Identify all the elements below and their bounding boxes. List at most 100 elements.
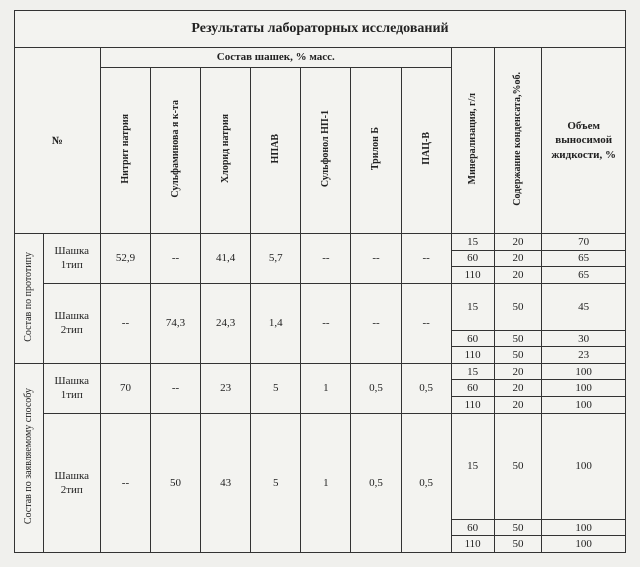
cell-min: 110 [451, 267, 494, 284]
type-proto-2: Шашка 2тип [43, 283, 100, 363]
cell-cond: 20 [494, 234, 542, 251]
cell: 1 [301, 363, 351, 413]
cell-cond: 50 [494, 413, 542, 519]
group-claimed: Состав по заявляемому способу [15, 363, 44, 552]
cell-min: 110 [451, 397, 494, 414]
hdr-comp-npav: НПАВ [251, 67, 301, 233]
lab-results-table: Результаты лабораторных исследований № С… [14, 10, 626, 553]
cell-min: 60 [451, 250, 494, 267]
hdr-comp-trilon-label: Трилон Б [370, 123, 381, 174]
cell: -- [351, 234, 401, 284]
cell-cond: 50 [494, 330, 542, 347]
cell-min: 15 [451, 234, 494, 251]
cell: -- [351, 283, 401, 363]
hdr-condensate-label: Содержание конденсата,%об. [512, 68, 523, 210]
cell-cond: 20 [494, 363, 542, 380]
cell: 0,5 [401, 363, 451, 413]
hdr-comp-nitrite: Нитрит натрия [100, 67, 150, 233]
hdr-composition-group: Состав шашек, % масс. [100, 48, 451, 68]
cell: 24,3 [201, 283, 251, 363]
cell-cond: 50 [494, 536, 542, 553]
hdr-comp-npav-label: НПАВ [270, 130, 281, 167]
type-claimed-2-l1: Шашка [55, 470, 90, 482]
cell-min: 110 [451, 347, 494, 364]
cell: 1 [301, 413, 351, 552]
cell-out: 100 [542, 363, 626, 380]
group-proto: Состав по прототипу [15, 234, 44, 364]
cell: -- [401, 234, 451, 284]
hdr-comp-sulfonol-label: Сульфонол НП-1 [320, 106, 331, 191]
cell: -- [301, 283, 351, 363]
type-claimed-2-l2: 2тип [61, 484, 83, 496]
lab-results-table-wrap: Результаты лабораторных исследований № С… [14, 10, 626, 553]
type-proto-2-l2: 2тип [61, 324, 83, 336]
cell: -- [151, 363, 201, 413]
cell: 0,5 [351, 363, 401, 413]
hdr-comp-sulfamic: Сульфаминова я к-та [151, 67, 201, 233]
type-claimed-1-l1: Шашка [55, 375, 90, 387]
cell-out: 70 [542, 234, 626, 251]
hdr-comp-chloride: Хлорид натрия [201, 67, 251, 233]
group-claimed-label: Состав по заявляемому способу [23, 384, 34, 528]
hdr-mineralization: Минерализация, г/л [451, 48, 494, 234]
cell-cond: 20 [494, 380, 542, 397]
cell-cond: 20 [494, 267, 542, 284]
cell: 43 [201, 413, 251, 552]
cell-cond: 20 [494, 397, 542, 414]
cell-min: 110 [451, 536, 494, 553]
cell-min: 15 [451, 413, 494, 519]
cell: 5,7 [251, 234, 301, 284]
cell: 70 [100, 363, 150, 413]
cell: -- [301, 234, 351, 284]
cell: 0,5 [351, 413, 401, 552]
cell-min: 15 [451, 363, 494, 380]
cell-out: 65 [542, 267, 626, 284]
cell: 50 [151, 413, 201, 552]
cell: 5 [251, 413, 301, 552]
type-proto-1: Шашка 1тип [43, 234, 100, 284]
cell: 41,4 [201, 234, 251, 284]
cell-cond: 20 [494, 250, 542, 267]
type-claimed-1-l2: 1тип [61, 389, 83, 401]
cell-out: 100 [542, 397, 626, 414]
hdr-comp-sulfamic-label: Сульфаминова я к-та [170, 96, 181, 202]
cell-min: 15 [451, 283, 494, 330]
cell: 1,4 [251, 283, 301, 363]
group-proto-label: Состав по прототипу [23, 248, 34, 346]
cell: 23 [201, 363, 251, 413]
hdr-outflow: Объем выносимой жидкости, % [542, 48, 626, 234]
cell-out: 100 [542, 413, 626, 519]
hdr-comp-nitrite-label: Нитрит натрия [120, 110, 131, 188]
type-proto-2-l1: Шашка [55, 310, 90, 322]
type-proto-1-l1: Шашка [55, 245, 90, 257]
hdr-row-no: № [15, 48, 101, 234]
cell-out: 100 [542, 380, 626, 397]
cell-cond: 50 [494, 519, 542, 536]
cell-out: 65 [542, 250, 626, 267]
cell: 74,3 [151, 283, 201, 363]
table-title: Результаты лабораторных исследований [15, 11, 626, 48]
type-claimed-2: Шашка 2тип [43, 413, 100, 552]
cell-min: 60 [451, 380, 494, 397]
cell-cond: 50 [494, 347, 542, 364]
hdr-comp-chloride-label: Хлорид натрия [220, 110, 231, 187]
cell-out: 30 [542, 330, 626, 347]
cell-out: 45 [542, 283, 626, 330]
cell: 0,5 [401, 413, 451, 552]
cell: -- [100, 413, 150, 552]
cell-min: 60 [451, 519, 494, 536]
hdr-comp-trilon: Трилон Б [351, 67, 401, 233]
type-claimed-1: Шашка 1тип [43, 363, 100, 413]
hdr-condensate: Содержание конденсата,%об. [494, 48, 542, 234]
cell-out: 23 [542, 347, 626, 364]
type-proto-1-l2: 1тип [61, 259, 83, 271]
cell-out: 100 [542, 536, 626, 553]
cell-cond: 50 [494, 283, 542, 330]
cell-min: 60 [451, 330, 494, 347]
cell: 5 [251, 363, 301, 413]
cell: 52,9 [100, 234, 150, 284]
cell: -- [151, 234, 201, 284]
hdr-comp-pacv-label: ПАЦ-В [421, 128, 432, 169]
hdr-comp-sulfonol: Сульфонол НП-1 [301, 67, 351, 233]
cell: -- [401, 283, 451, 363]
